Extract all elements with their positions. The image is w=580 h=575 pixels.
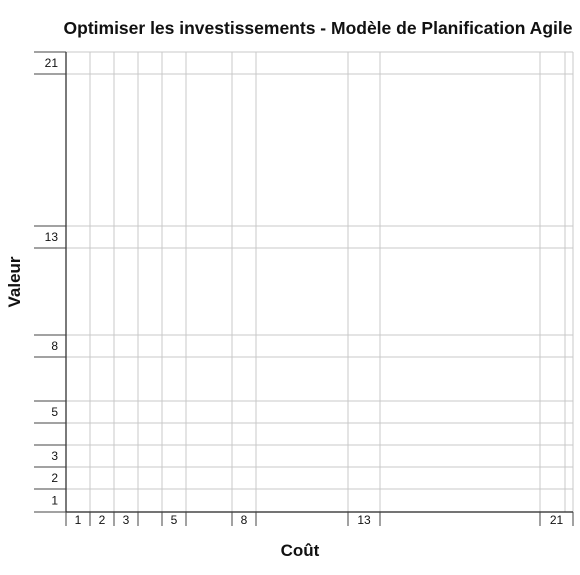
y-axis-label: Valeur xyxy=(5,256,24,307)
x-axis-label: Coût xyxy=(281,541,320,560)
gridlines xyxy=(66,52,573,512)
x-tick-label: 21 xyxy=(550,513,564,527)
y-tick-label: 2 xyxy=(51,471,58,485)
x-tick-label: 5 xyxy=(171,513,178,527)
y-tick-label: 13 xyxy=(45,230,59,244)
y-tick-label: 3 xyxy=(51,449,58,463)
x-tick-label: 2 xyxy=(99,513,106,527)
y-tick-label: 21 xyxy=(45,56,59,70)
x-axis-ticks: 1 2 3 5 8 13 21 xyxy=(65,512,574,527)
x-tick-label: 3 xyxy=(123,513,130,527)
chart-title: Optimiser les investissements - Modèle d… xyxy=(64,18,573,38)
y-tick-label: 5 xyxy=(51,405,58,419)
y-tick-label: 1 xyxy=(51,494,58,508)
y-axis-ticks: 1 2 3 5 8 13 21 xyxy=(34,51,66,513)
axes xyxy=(65,51,574,513)
x-tick-label: 1 xyxy=(75,513,82,527)
y-tick-label: 8 xyxy=(51,339,58,353)
x-tick-label: 13 xyxy=(357,513,371,527)
x-tick-label: 8 xyxy=(241,513,248,527)
